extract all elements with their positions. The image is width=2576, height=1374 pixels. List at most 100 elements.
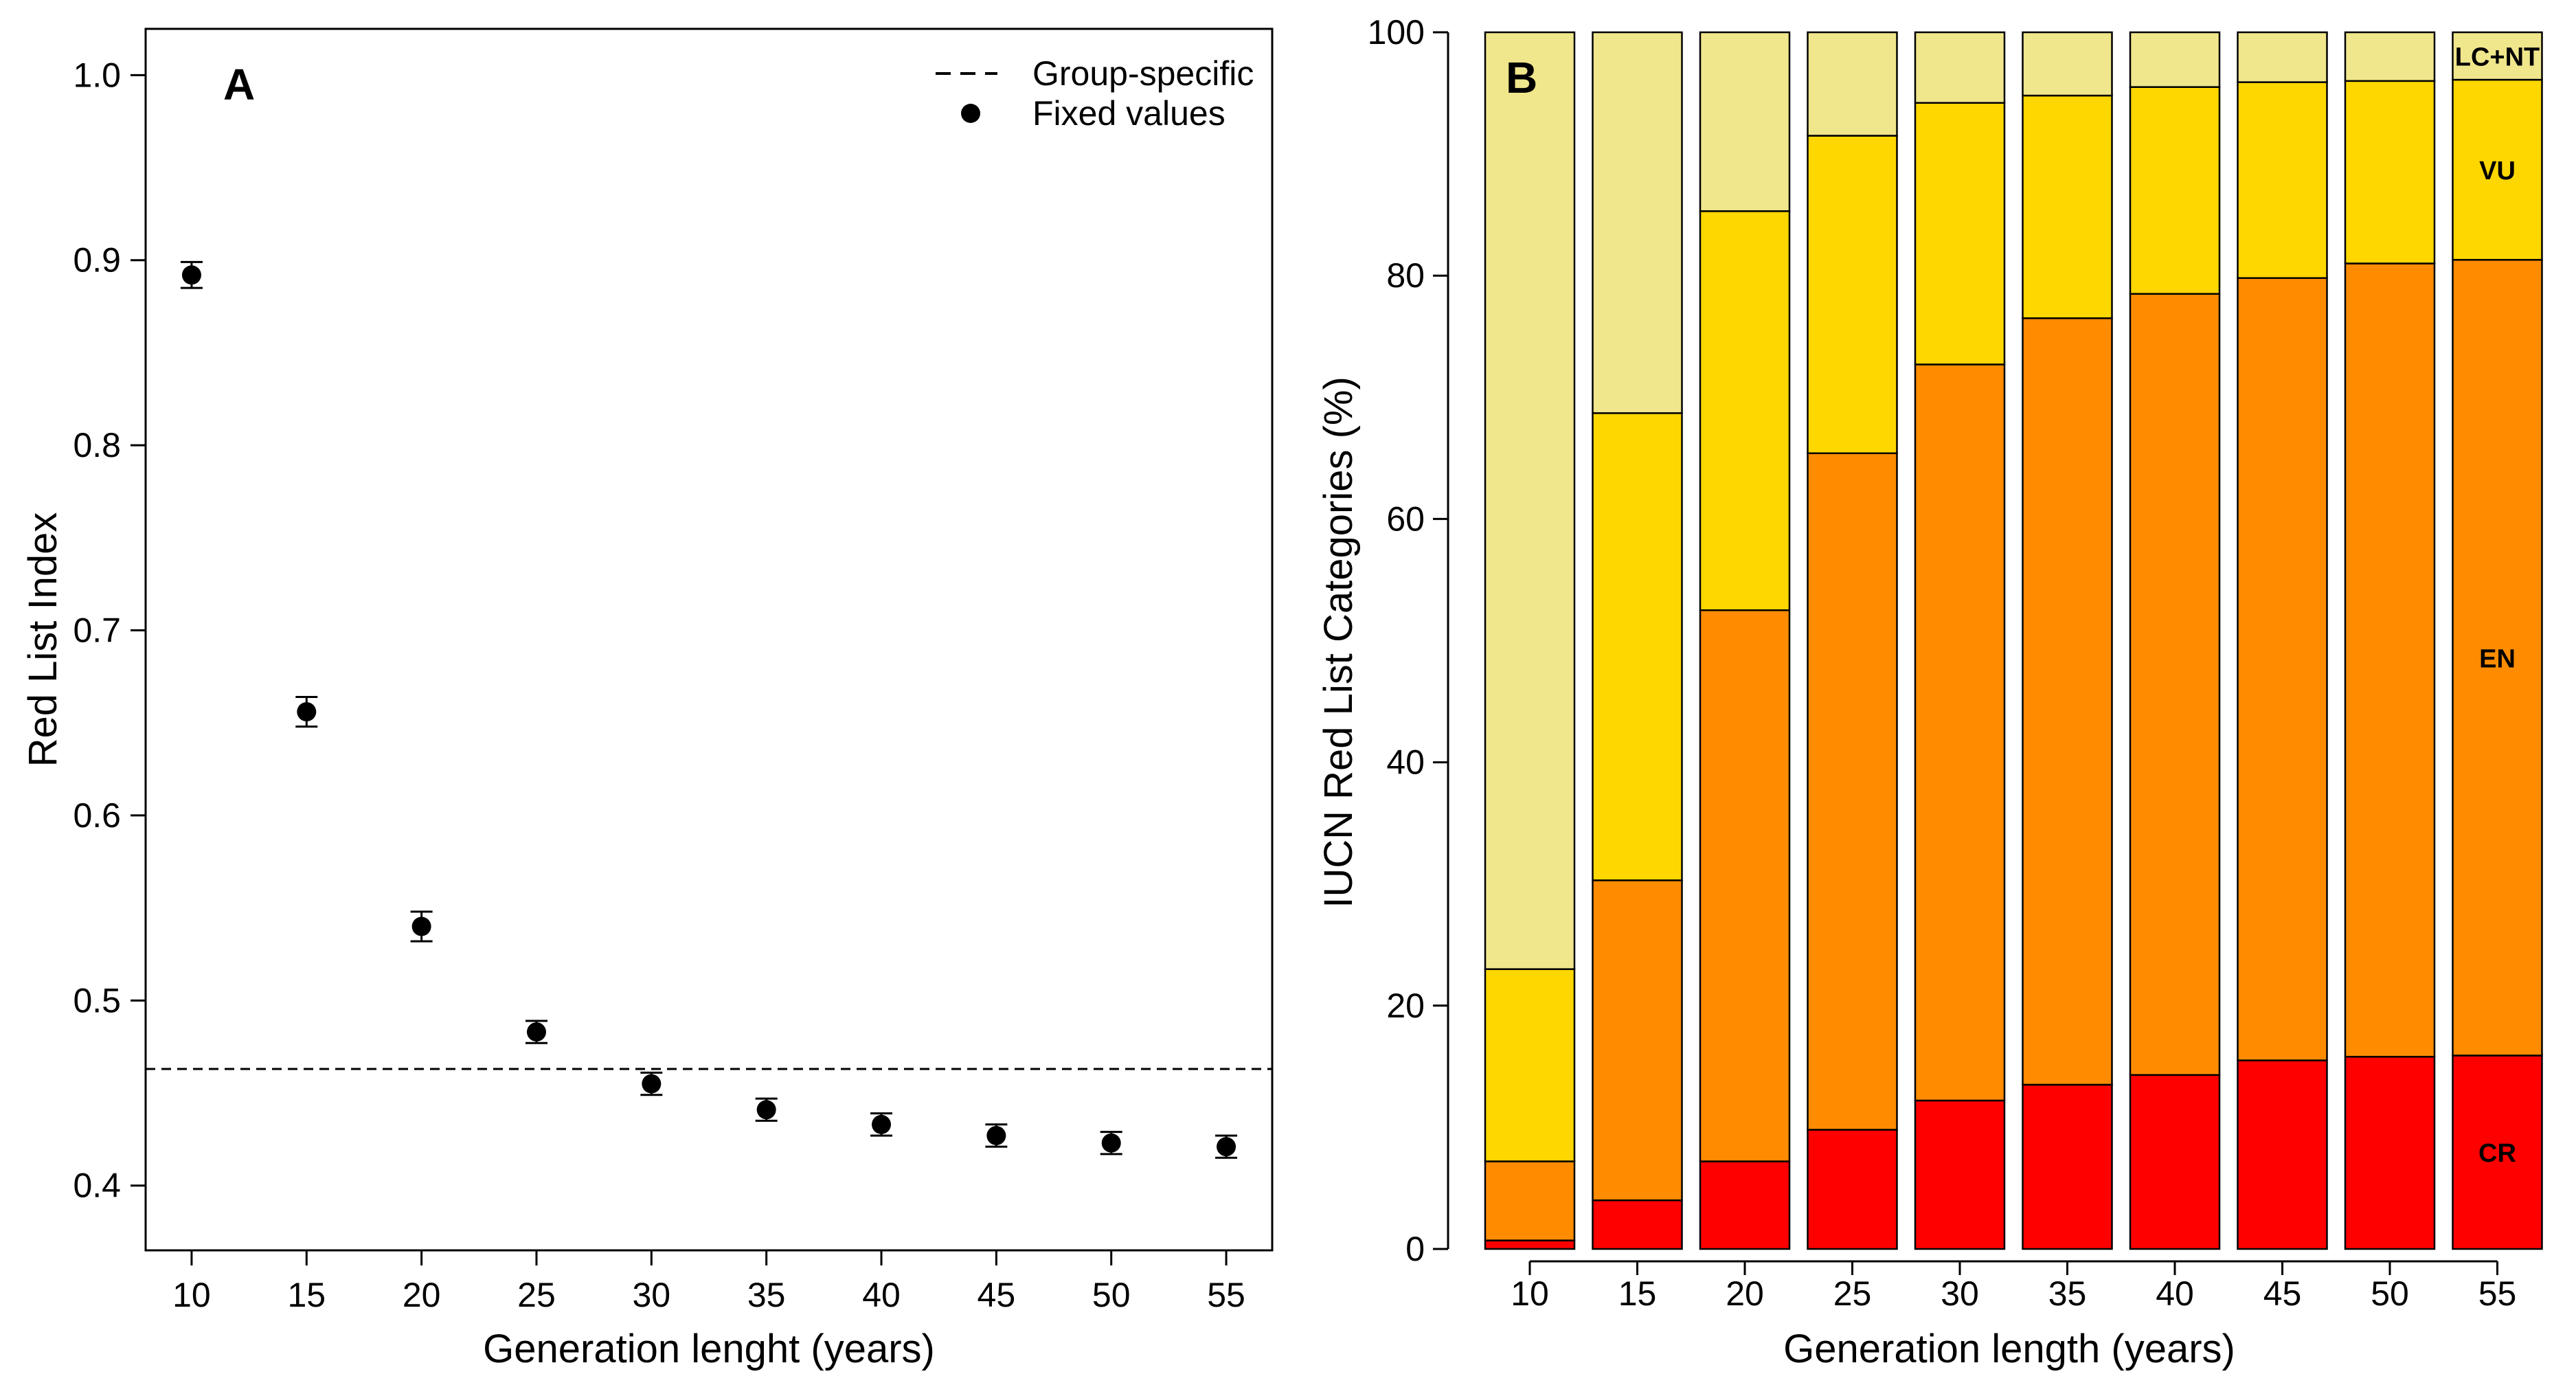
- stacked-bar-40: [2129, 31, 2221, 1250]
- x-tick-label: 25: [1833, 1274, 1872, 1313]
- x-tick-label: 30: [1941, 1274, 1979, 1313]
- panel-b-y-axis: 0 20 40 60 80 100: [1368, 13, 1449, 1268]
- category-label-cr: CR: [2478, 1139, 2516, 1168]
- bar-segment-cr: [2344, 1055, 2436, 1250]
- legend-label-group-specific: Group-specific: [1032, 54, 1254, 93]
- bar-segment-lc-nt: [2344, 31, 2436, 82]
- bar-segment-cr: [1914, 1099, 2006, 1250]
- stacked-bar-25: [1807, 31, 1898, 1250]
- bar-segment-cr: [1807, 1129, 1898, 1250]
- data-point: [295, 696, 318, 728]
- bar-segment-vu: [1699, 210, 1791, 611]
- bar-segment-vu: [1914, 102, 2006, 365]
- point-marker: [1101, 1133, 1121, 1153]
- y-tick-label: 0.7: [73, 611, 121, 650]
- category-label-lc-nt: LC+NT: [2455, 43, 2540, 72]
- panel-b-category-labels: LC+NT VU EN CR: [2455, 43, 2540, 1169]
- bar-segment-lc-nt: [1592, 31, 1683, 414]
- y-tick-label: 0: [1405, 1230, 1425, 1268]
- bar-segment-vu: [2344, 80, 2436, 264]
- stacked-bar-20: [1699, 31, 1791, 1250]
- stacked-bar-35: [2022, 31, 2113, 1250]
- stacked-bar-30: [1914, 31, 2006, 1250]
- data-point: [410, 910, 433, 943]
- bar-segment-cr: [2022, 1083, 2113, 1250]
- legend-label-fixed-values: Fixed values: [1032, 94, 1225, 133]
- category-label-vu: VU: [2479, 157, 2516, 185]
- x-tick-label: 40: [2156, 1274, 2194, 1313]
- x-tick-label: 25: [517, 1276, 556, 1314]
- x-tick-label: 45: [978, 1276, 1016, 1314]
- y-tick-label: 0.6: [73, 796, 121, 835]
- bar-segment-cr: [1484, 1239, 1576, 1250]
- panel-a-legend: Group-specific Fixed values: [936, 54, 1254, 133]
- bar-segment-vu: [2452, 78, 2543, 261]
- data-point: [640, 1071, 663, 1096]
- panel-b-x-axis-title: Generation length (years): [1783, 1327, 2235, 1371]
- y-tick-label: 0.4: [73, 1167, 121, 1205]
- point-marker: [181, 265, 201, 285]
- x-tick-label: 20: [1726, 1274, 1764, 1313]
- panel-b-y-axis-title: IUCN Red List Categories (%): [1316, 376, 1361, 908]
- legend-point-swatch: [961, 104, 980, 123]
- y-tick-label: 0.8: [73, 426, 121, 464]
- x-tick-label: 10: [1511, 1274, 1549, 1313]
- x-tick-label: 55: [2478, 1274, 2517, 1313]
- bar-segment-en: [2129, 293, 2221, 1076]
- bar-segment-vu: [1592, 412, 1683, 881]
- data-point: [180, 260, 203, 289]
- bar-segment-vu: [2129, 86, 2221, 295]
- data-point: [870, 1112, 893, 1137]
- bar-segment-lc-nt: [2022, 31, 2113, 97]
- bar-segment-lc-nt: [2129, 31, 2221, 88]
- panel-a-points: [180, 260, 1238, 1159]
- data-point: [1100, 1131, 1122, 1156]
- point-marker: [526, 1022, 546, 1042]
- bar-segment-cr: [1592, 1199, 1683, 1250]
- x-tick-label: 15: [1618, 1274, 1657, 1313]
- bar-segment-cr: [2452, 1055, 2543, 1250]
- bar-segment-lc-nt: [1484, 31, 1576, 970]
- bar-segment-cr: [2237, 1059, 2328, 1250]
- bar-segment-vu: [1484, 968, 1576, 1162]
- stacked-bar-15: [1592, 31, 1683, 1250]
- x-tick-label: 30: [633, 1276, 671, 1314]
- bar-segment-vu: [1807, 135, 1898, 455]
- panel-a-label: A: [223, 60, 255, 109]
- bar-segment-en: [2452, 258, 2543, 1057]
- y-tick-label: 80: [1386, 256, 1425, 295]
- point-marker: [986, 1125, 1006, 1145]
- data-point: [755, 1097, 778, 1122]
- bar-segment-en: [1699, 609, 1791, 1162]
- bar-segment-en: [1807, 452, 1898, 1131]
- point-marker: [642, 1074, 662, 1094]
- bar-segment-en: [2022, 317, 2113, 1086]
- bar-segment-cr: [2129, 1074, 2221, 1250]
- bar-segment-lc-nt: [1914, 31, 2006, 104]
- bar-segment-en: [1484, 1160, 1576, 1241]
- stacked-bar-55: [2452, 31, 2543, 1250]
- bar-segment-lc-nt: [1699, 31, 1791, 212]
- category-label-en: EN: [2479, 644, 2516, 673]
- data-point: [525, 1020, 547, 1044]
- bar-segment-lc-nt: [2237, 31, 2328, 83]
- panel-a: A 0.4 0.5 0.6 0.7 0.8 0.9 1.0 10 15 20 25 30 35 40 45…: [21, 27, 1274, 1371]
- x-tick-label: 35: [2048, 1274, 2087, 1313]
- bar-segment-cr: [1699, 1160, 1791, 1250]
- point-marker: [756, 1100, 776, 1120]
- panel-a-y-axis: 0.4 0.5 0.6 0.7 0.8 0.9 1.0: [73, 56, 146, 1205]
- panel-a-x-axis: 10 15 20 25 30 35 40 45 50 55: [172, 1250, 1245, 1314]
- x-tick-label: 35: [747, 1276, 786, 1314]
- stacked-bar-10: [1484, 31, 1576, 1250]
- bar-segment-en: [1914, 363, 2006, 1102]
- panel-b-x-axis: 10 15 20 25 30 35 40 45 50 55: [1511, 1260, 2517, 1313]
- point-marker: [297, 702, 317, 722]
- y-tick-label: 0.9: [73, 241, 121, 280]
- y-tick-label: 40: [1386, 743, 1425, 782]
- panel-a-x-axis-title: Generation lenght (years): [483, 1327, 935, 1371]
- x-tick-label: 40: [862, 1276, 901, 1314]
- panel-b-label: B: [1506, 53, 1537, 102]
- x-tick-label: 50: [1092, 1276, 1131, 1314]
- point-marker: [872, 1114, 892, 1134]
